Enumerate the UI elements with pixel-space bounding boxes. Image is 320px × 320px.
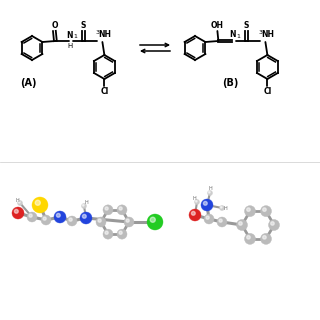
Circle shape [244, 206, 255, 217]
Text: H: H [192, 196, 196, 202]
Circle shape [83, 204, 84, 206]
Circle shape [119, 207, 122, 210]
Circle shape [201, 199, 213, 211]
Circle shape [196, 201, 197, 202]
Circle shape [14, 209, 18, 213]
Circle shape [244, 233, 255, 244]
Circle shape [263, 236, 266, 239]
Text: 1: 1 [236, 34, 240, 39]
Text: H: H [67, 43, 73, 49]
Circle shape [69, 218, 72, 221]
Text: O: O [51, 20, 58, 29]
Circle shape [103, 229, 113, 239]
Circle shape [105, 207, 108, 210]
Text: OH: OH [211, 20, 224, 29]
Circle shape [268, 220, 279, 230]
Circle shape [98, 219, 101, 222]
Text: (B): (B) [222, 78, 238, 88]
Circle shape [239, 222, 242, 225]
Circle shape [147, 214, 163, 230]
Circle shape [191, 212, 195, 215]
Circle shape [195, 199, 199, 204]
Circle shape [260, 233, 271, 244]
Circle shape [204, 214, 214, 224]
Text: H: H [223, 205, 227, 211]
Text: Cl: Cl [263, 87, 271, 96]
Circle shape [189, 209, 201, 221]
Circle shape [209, 191, 210, 193]
Circle shape [43, 217, 46, 220]
Text: 1: 1 [73, 35, 77, 39]
Circle shape [271, 222, 274, 225]
Circle shape [18, 201, 22, 205]
Circle shape [220, 206, 222, 208]
Circle shape [126, 219, 129, 222]
Circle shape [67, 216, 77, 226]
Text: Cl: Cl [100, 87, 108, 96]
Circle shape [35, 200, 40, 205]
Circle shape [117, 229, 127, 239]
Text: S: S [81, 20, 86, 29]
Circle shape [219, 219, 222, 222]
Circle shape [105, 231, 108, 234]
Circle shape [54, 211, 66, 223]
Circle shape [103, 205, 113, 215]
Text: H: H [208, 187, 212, 191]
Circle shape [27, 212, 37, 222]
Circle shape [260, 206, 271, 217]
Text: 3: 3 [96, 30, 100, 36]
Circle shape [117, 205, 127, 215]
Circle shape [29, 214, 32, 217]
Circle shape [217, 217, 227, 227]
Text: 3: 3 [259, 30, 263, 36]
Text: N: N [230, 30, 236, 39]
Text: H: H [84, 199, 88, 204]
Circle shape [204, 201, 207, 205]
Circle shape [247, 236, 250, 239]
Circle shape [124, 217, 134, 227]
Circle shape [19, 202, 20, 203]
Text: NH: NH [261, 30, 274, 39]
Circle shape [150, 217, 155, 222]
Circle shape [119, 231, 122, 234]
Text: NH: NH [98, 30, 111, 39]
Circle shape [96, 217, 106, 227]
Circle shape [207, 190, 212, 196]
Text: (A): (A) [20, 78, 36, 88]
Circle shape [263, 208, 266, 212]
Circle shape [220, 205, 225, 211]
Circle shape [41, 215, 51, 225]
Circle shape [12, 207, 24, 219]
Text: H: H [15, 197, 19, 203]
Text: S: S [244, 20, 249, 29]
Circle shape [247, 208, 250, 212]
Circle shape [56, 213, 60, 217]
Circle shape [32, 197, 48, 213]
Circle shape [83, 214, 86, 218]
Circle shape [206, 216, 209, 219]
Circle shape [80, 212, 92, 224]
Text: N: N [67, 30, 73, 39]
Circle shape [236, 220, 247, 230]
Circle shape [82, 204, 86, 209]
